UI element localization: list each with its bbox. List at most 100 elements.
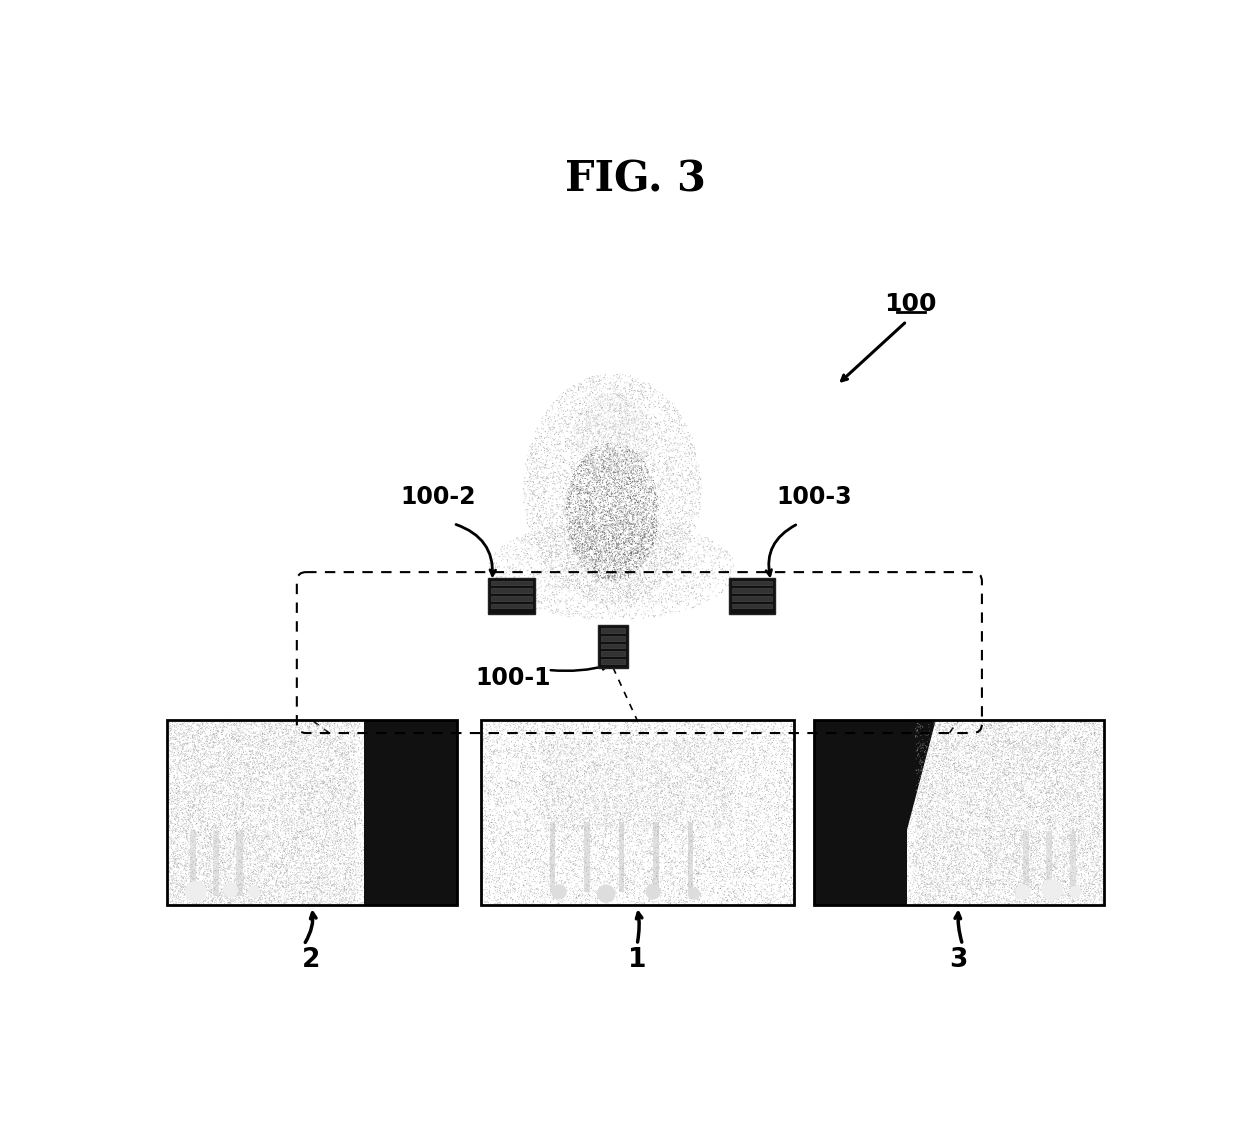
Point bbox=[263, 821, 283, 839]
Point bbox=[290, 785, 310, 803]
Point bbox=[919, 770, 939, 788]
Point bbox=[915, 870, 935, 888]
Point bbox=[546, 848, 565, 866]
Point bbox=[748, 715, 768, 733]
Point bbox=[387, 765, 407, 783]
Point bbox=[629, 451, 649, 469]
Point bbox=[641, 527, 661, 545]
Point bbox=[925, 880, 945, 898]
Point bbox=[573, 400, 593, 418]
Point bbox=[289, 731, 309, 749]
Point bbox=[557, 803, 577, 821]
Point bbox=[562, 483, 582, 501]
Point bbox=[1058, 857, 1078, 875]
Point bbox=[417, 784, 436, 802]
Point bbox=[585, 774, 605, 792]
Point bbox=[668, 779, 688, 797]
Point bbox=[187, 880, 207, 898]
Point bbox=[844, 873, 864, 891]
Point bbox=[1025, 725, 1045, 743]
Point bbox=[1023, 857, 1043, 875]
Point bbox=[992, 787, 1012, 805]
Point bbox=[567, 765, 587, 783]
Point bbox=[1060, 809, 1080, 827]
Point bbox=[408, 833, 428, 851]
Point bbox=[662, 806, 682, 824]
Point bbox=[746, 783, 766, 801]
Point bbox=[564, 521, 584, 539]
Point bbox=[706, 819, 725, 837]
Point bbox=[816, 725, 836, 743]
Point bbox=[862, 770, 882, 788]
Point bbox=[518, 768, 538, 786]
Point bbox=[661, 430, 681, 448]
Point bbox=[782, 851, 802, 869]
Point bbox=[195, 862, 215, 880]
Point bbox=[835, 748, 854, 766]
Point bbox=[1011, 766, 1030, 784]
Point bbox=[218, 891, 238, 909]
Point bbox=[382, 867, 402, 885]
Point bbox=[620, 439, 640, 457]
Point bbox=[599, 865, 619, 883]
Point bbox=[379, 733, 399, 751]
Point bbox=[1070, 880, 1090, 898]
Point bbox=[444, 820, 464, 838]
Point bbox=[284, 758, 304, 776]
Point bbox=[596, 789, 616, 807]
Point bbox=[304, 879, 324, 897]
Point bbox=[961, 869, 981, 887]
Point bbox=[987, 775, 1007, 793]
Point bbox=[644, 852, 663, 870]
Point bbox=[704, 788, 724, 806]
Point bbox=[208, 875, 228, 893]
Point bbox=[608, 431, 627, 449]
Point bbox=[1071, 836, 1091, 853]
Point bbox=[284, 738, 304, 756]
Point bbox=[177, 737, 197, 755]
Point bbox=[815, 802, 835, 820]
Point bbox=[193, 711, 213, 729]
Point bbox=[417, 878, 436, 896]
Point bbox=[264, 889, 284, 907]
Point bbox=[379, 887, 399, 905]
Point bbox=[523, 462, 543, 480]
Point bbox=[427, 811, 446, 829]
Point bbox=[603, 453, 622, 471]
Point bbox=[238, 756, 258, 774]
Point bbox=[635, 715, 655, 733]
Point bbox=[549, 729, 569, 747]
Point bbox=[193, 849, 213, 867]
Point bbox=[334, 879, 353, 897]
Point bbox=[513, 889, 533, 907]
Point bbox=[636, 471, 656, 489]
Point bbox=[656, 748, 676, 766]
Point bbox=[660, 448, 680, 466]
Point bbox=[418, 733, 438, 751]
Point bbox=[707, 884, 727, 902]
Point bbox=[606, 736, 626, 754]
Point bbox=[983, 894, 1003, 912]
Point bbox=[870, 862, 890, 880]
Point bbox=[666, 547, 686, 565]
Point bbox=[1038, 866, 1058, 884]
Point bbox=[192, 852, 212, 870]
Point bbox=[536, 530, 556, 548]
Point bbox=[598, 471, 618, 489]
Point bbox=[246, 763, 265, 780]
Point bbox=[1083, 758, 1102, 776]
Point bbox=[723, 864, 743, 882]
Point bbox=[257, 862, 277, 880]
Point bbox=[1058, 814, 1078, 832]
Point bbox=[821, 767, 841, 785]
Point bbox=[236, 870, 255, 888]
Point bbox=[577, 562, 596, 579]
Point bbox=[594, 453, 614, 471]
Point bbox=[901, 747, 921, 765]
Point bbox=[630, 743, 650, 761]
Point bbox=[641, 378, 661, 396]
Point bbox=[955, 740, 975, 758]
Point bbox=[1004, 827, 1024, 844]
Point bbox=[162, 824, 182, 842]
Point bbox=[232, 829, 252, 847]
